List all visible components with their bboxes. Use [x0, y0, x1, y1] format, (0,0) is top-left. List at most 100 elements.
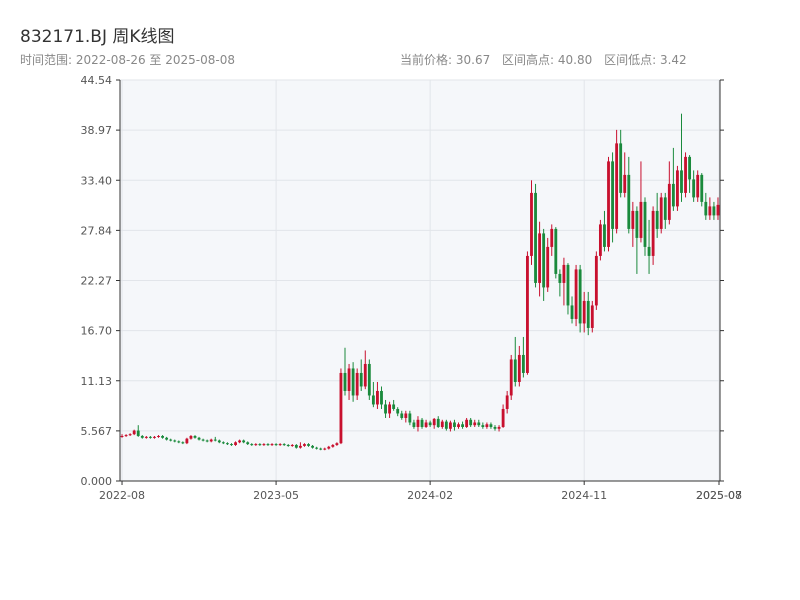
candle	[655, 192, 659, 238]
y-tick-label: 5.567	[81, 425, 113, 438]
candle-body	[193, 435, 197, 438]
candle	[140, 435, 144, 439]
candle	[497, 425, 501, 432]
candle	[582, 291, 586, 333]
candle-body	[238, 440, 242, 443]
y-tick-label: 22.27	[81, 275, 113, 288]
candle-body	[153, 436, 156, 438]
candle-body	[392, 404, 396, 409]
candle	[659, 192, 663, 234]
candle-body	[197, 437, 201, 440]
candle-body	[607, 161, 610, 247]
candle	[453, 419, 456, 431]
candle-body	[132, 430, 136, 435]
candle-body	[254, 444, 258, 446]
candles	[120, 113, 720, 451]
candle-body	[307, 444, 310, 446]
candle-body	[676, 170, 679, 207]
candle-body	[546, 246, 550, 288]
candle	[226, 442, 229, 445]
candle	[485, 422, 489, 429]
candle-body	[234, 442, 237, 445]
candle	[380, 386, 383, 409]
y-tick-label: 38.97	[81, 124, 113, 137]
candle	[254, 443, 258, 446]
candle-body	[343, 372, 347, 391]
candle-body	[144, 436, 148, 438]
y-tick-label: 16.70	[81, 325, 113, 338]
candle	[619, 129, 623, 198]
candle-body	[526, 255, 529, 373]
candle-body	[704, 201, 708, 216]
candle-body	[230, 444, 233, 446]
candle	[505, 390, 509, 414]
candle-body	[327, 446, 331, 449]
candle-body	[590, 305, 594, 328]
candle-body	[335, 443, 339, 445]
candle-body	[242, 440, 246, 443]
candle	[157, 435, 160, 438]
candle	[615, 129, 619, 234]
candle	[448, 420, 452, 432]
candle	[603, 210, 606, 252]
candle-body	[432, 418, 436, 426]
candle-body	[384, 404, 387, 414]
candle-body	[501, 408, 505, 427]
candle	[574, 264, 578, 327]
candle-body	[558, 273, 562, 283]
candle-body	[684, 156, 687, 193]
candle	[270, 443, 274, 446]
x-tick-label: 2025-07	[696, 489, 742, 502]
x-tick-label: 2024-02	[407, 489, 453, 502]
candle-body	[457, 424, 460, 427]
candle-body	[246, 442, 250, 445]
gridlines	[120, 79, 720, 482]
candle	[136, 425, 140, 437]
candle	[521, 336, 525, 378]
candle	[339, 368, 343, 445]
candle	[554, 227, 558, 279]
candle-body	[639, 201, 643, 238]
candle-body	[712, 206, 716, 216]
candle-body	[667, 183, 671, 220]
candle-body	[380, 390, 383, 405]
candle-body	[173, 440, 177, 442]
candle	[509, 354, 513, 400]
candle-body	[521, 354, 525, 373]
candle	[420, 417, 424, 429]
candle	[392, 399, 396, 411]
candle	[635, 206, 639, 274]
candle-body	[461, 424, 464, 427]
candle-body	[303, 444, 306, 446]
candle-body	[615, 143, 619, 229]
candle	[371, 381, 375, 408]
candle-body	[659, 197, 663, 229]
candle	[623, 152, 627, 198]
candle	[538, 221, 542, 297]
candle-body	[700, 174, 704, 202]
candle-body	[538, 233, 542, 283]
candle	[294, 444, 298, 449]
candle-body	[278, 444, 282, 446]
candle-body	[315, 447, 319, 449]
candle	[550, 224, 554, 256]
candle	[250, 443, 254, 446]
candle	[258, 443, 262, 446]
candle	[169, 438, 173, 442]
candle-body	[444, 421, 448, 429]
candle	[197, 436, 201, 441]
candle-body	[493, 426, 497, 429]
candle	[708, 197, 712, 220]
candle	[631, 201, 635, 247]
candle	[416, 416, 420, 432]
candle-body	[347, 368, 351, 391]
candle-body	[258, 444, 262, 446]
candle-body	[376, 390, 379, 405]
candle-body	[148, 436, 152, 438]
y-tick-label: 33.40	[81, 174, 113, 187]
candle	[534, 183, 537, 288]
candle-body	[298, 445, 302, 448]
candle-body	[294, 444, 298, 448]
candle-body	[598, 224, 602, 256]
candle	[671, 147, 675, 211]
